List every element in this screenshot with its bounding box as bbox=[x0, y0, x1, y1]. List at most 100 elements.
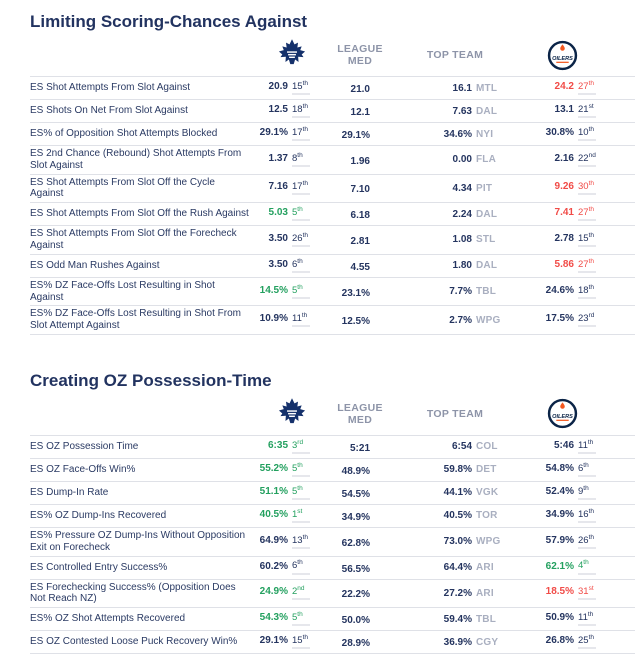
top-team-value: 1.80 bbox=[452, 260, 472, 272]
league-median-cell: 62.8% bbox=[324, 531, 396, 553]
oilers-value-cell: 26.8% 25th bbox=[514, 633, 610, 651]
oilers-rank: 27th bbox=[578, 258, 600, 273]
leafs-value-cell: 5.03 5th bbox=[260, 205, 324, 223]
oilers-logo: OILERS bbox=[547, 40, 578, 71]
league-median-header: LEAGUE MED bbox=[337, 43, 383, 67]
top-team-header: TOP TEAM bbox=[426, 407, 484, 420]
oilers-value: 24.2 bbox=[554, 81, 574, 93]
leafs-value-cell: 29.1% 17th bbox=[260, 125, 324, 143]
league-median-value: 22.2% bbox=[341, 589, 370, 601]
top-team-abbr: FLA bbox=[476, 154, 497, 166]
leafs-rank: 5th bbox=[292, 611, 314, 627]
rank-underline bbox=[292, 219, 310, 222]
league-median-value: 28.9% bbox=[341, 638, 370, 650]
league-median-value: 56.5% bbox=[341, 563, 370, 575]
top-team-cell: 64.4% ARI bbox=[396, 560, 514, 575]
rank-underline bbox=[578, 116, 596, 119]
league-median-cell: 1.96 bbox=[324, 149, 396, 171]
rank-underline bbox=[578, 475, 596, 478]
top-team-value: 27.2% bbox=[443, 587, 472, 599]
top-team-cell: 1.08 STL bbox=[396, 232, 514, 247]
league-median-value: 5:21 bbox=[349, 442, 370, 454]
top-team-value: 7.7% bbox=[449, 286, 472, 298]
top-team-value: 1.08 bbox=[452, 234, 472, 246]
table-row: ES% OZ Dump-Ins Recovered 40.5% 1st 34.9… bbox=[30, 503, 635, 527]
oilers-rank: 27th bbox=[578, 80, 600, 96]
leafs-rank: 11th bbox=[292, 312, 314, 328]
top-team-value: 59.8% bbox=[443, 464, 472, 476]
oilers-value-cell: 30.8% 10th bbox=[514, 125, 610, 143]
table-row: ES% Pressure OZ Dump-Ins Without Opposit… bbox=[30, 526, 635, 556]
oilers-value-cell: 57.9% 26th bbox=[514, 533, 610, 551]
table-row: ES Odd Man Rushes Against 3.50 6th 4.55 … bbox=[30, 253, 635, 277]
rank-underline bbox=[292, 475, 310, 478]
table-title: Creating OZ Possession-Time bbox=[30, 370, 272, 390]
top-team-abbr: PIT bbox=[476, 182, 493, 194]
leafs-rank: 5th bbox=[292, 485, 314, 501]
table-row: ES Shot Attempts From Slot Against 20.9 … bbox=[30, 76, 635, 99]
table-header: LEAGUE MED TOP TEAM OILERS bbox=[30, 34, 635, 76]
league-median-cell: 56.5% bbox=[324, 557, 396, 579]
leafs-value: 12.5 bbox=[268, 104, 288, 116]
leafs-rank: 18th bbox=[292, 103, 314, 119]
rank-underline bbox=[578, 245, 596, 248]
rank-underline bbox=[292, 572, 310, 575]
top-team-abbr: COL bbox=[476, 441, 498, 453]
top-team-value: 7.63 bbox=[452, 105, 472, 117]
leafs-value-cell: 1.37 8th bbox=[260, 151, 324, 169]
rank-underline bbox=[578, 164, 596, 167]
stat-label: ES% OZ Dump-Ins Recovered bbox=[30, 510, 167, 522]
leafs-rank: 6th bbox=[292, 560, 314, 575]
top-team-value: 2.24 bbox=[452, 208, 472, 220]
leafs-value-cell: 55.2% 5th bbox=[260, 461, 324, 479]
leafs-rank: 15th bbox=[292, 634, 314, 650]
league-median-cell: 48.9% bbox=[324, 459, 396, 481]
oilers-rank: 4th bbox=[578, 560, 600, 575]
rank-underline bbox=[578, 572, 596, 575]
rank-underline bbox=[578, 624, 596, 627]
rank-underline bbox=[292, 139, 310, 142]
oilers-value-cell: 50.9% 11th bbox=[514, 610, 610, 628]
oilers-value: 26.8% bbox=[545, 635, 574, 647]
rank-underline bbox=[578, 139, 596, 142]
oilers-value: 7.41 bbox=[554, 207, 574, 219]
league-median-value: 62.8% bbox=[341, 537, 370, 549]
stat-label: ES Shot Attempts From Slot Off the Forec… bbox=[30, 228, 237, 251]
leafs-value-cell: 14.5% 5th bbox=[260, 283, 324, 301]
leafs-value-cell: 6:35 3rd bbox=[260, 438, 324, 456]
stat-label: ES Shots On Net From Slot Against bbox=[30, 105, 188, 117]
rank-underline bbox=[578, 647, 596, 650]
top-team-abbr: DET bbox=[476, 464, 497, 476]
oilers-value: 2.78 bbox=[554, 233, 574, 245]
top-team-cell: 44.1% VGK bbox=[396, 485, 514, 500]
table-row: ES% of Opposition Shot Attempts Blocked … bbox=[30, 122, 635, 145]
maple-leafs-logo bbox=[276, 397, 308, 431]
leafs-rank: 17th bbox=[292, 181, 314, 196]
table-row: ES OZ Possession Time 6:35 3rd 5:21 6:54… bbox=[30, 434, 635, 458]
oilers-rank: 26th bbox=[578, 534, 600, 549]
league-median-cell: 4.55 bbox=[324, 255, 396, 277]
league-median-cell: 50.0% bbox=[324, 608, 396, 630]
leafs-rank: 26th bbox=[292, 232, 314, 248]
oilers-rank: 27th bbox=[578, 206, 600, 222]
oilers-value: 18.5% bbox=[545, 586, 574, 598]
top-team-cell: 1.80 DAL bbox=[396, 258, 514, 273]
table-row: ES Shot Attempts From Slot Off the Forec… bbox=[30, 225, 635, 254]
league-median-value: 23.1% bbox=[341, 287, 370, 299]
rank-underline bbox=[292, 521, 310, 524]
oilers-rank: 16th bbox=[578, 508, 600, 524]
oilers-value-cell: 13.1 21st bbox=[514, 102, 610, 120]
table-row: ES% DZ Face-Offs Lost Resulting in Shot … bbox=[30, 276, 635, 306]
table-row: ES% OZ Shot Attempts Recovered 54.3% 5th… bbox=[30, 607, 635, 630]
stat-label: ES OZ Face-Offs Win% bbox=[30, 464, 136, 476]
rank-underline bbox=[578, 296, 596, 299]
top-team-abbr: DAL bbox=[476, 260, 498, 272]
table-body: ES OZ Possession Time 6:35 3rd 5:21 6:54… bbox=[30, 434, 635, 654]
leafs-value-cell: 54.3% 5th bbox=[260, 610, 324, 628]
league-median-value: 54.5% bbox=[341, 488, 370, 500]
top-team-cell: 34.6% NYI bbox=[396, 127, 514, 142]
table-row: ES 2nd Chance (Rebound) Shot Attempts Fr… bbox=[30, 145, 635, 174]
rank-underline bbox=[578, 219, 596, 222]
leafs-rank: 13th bbox=[292, 534, 314, 549]
